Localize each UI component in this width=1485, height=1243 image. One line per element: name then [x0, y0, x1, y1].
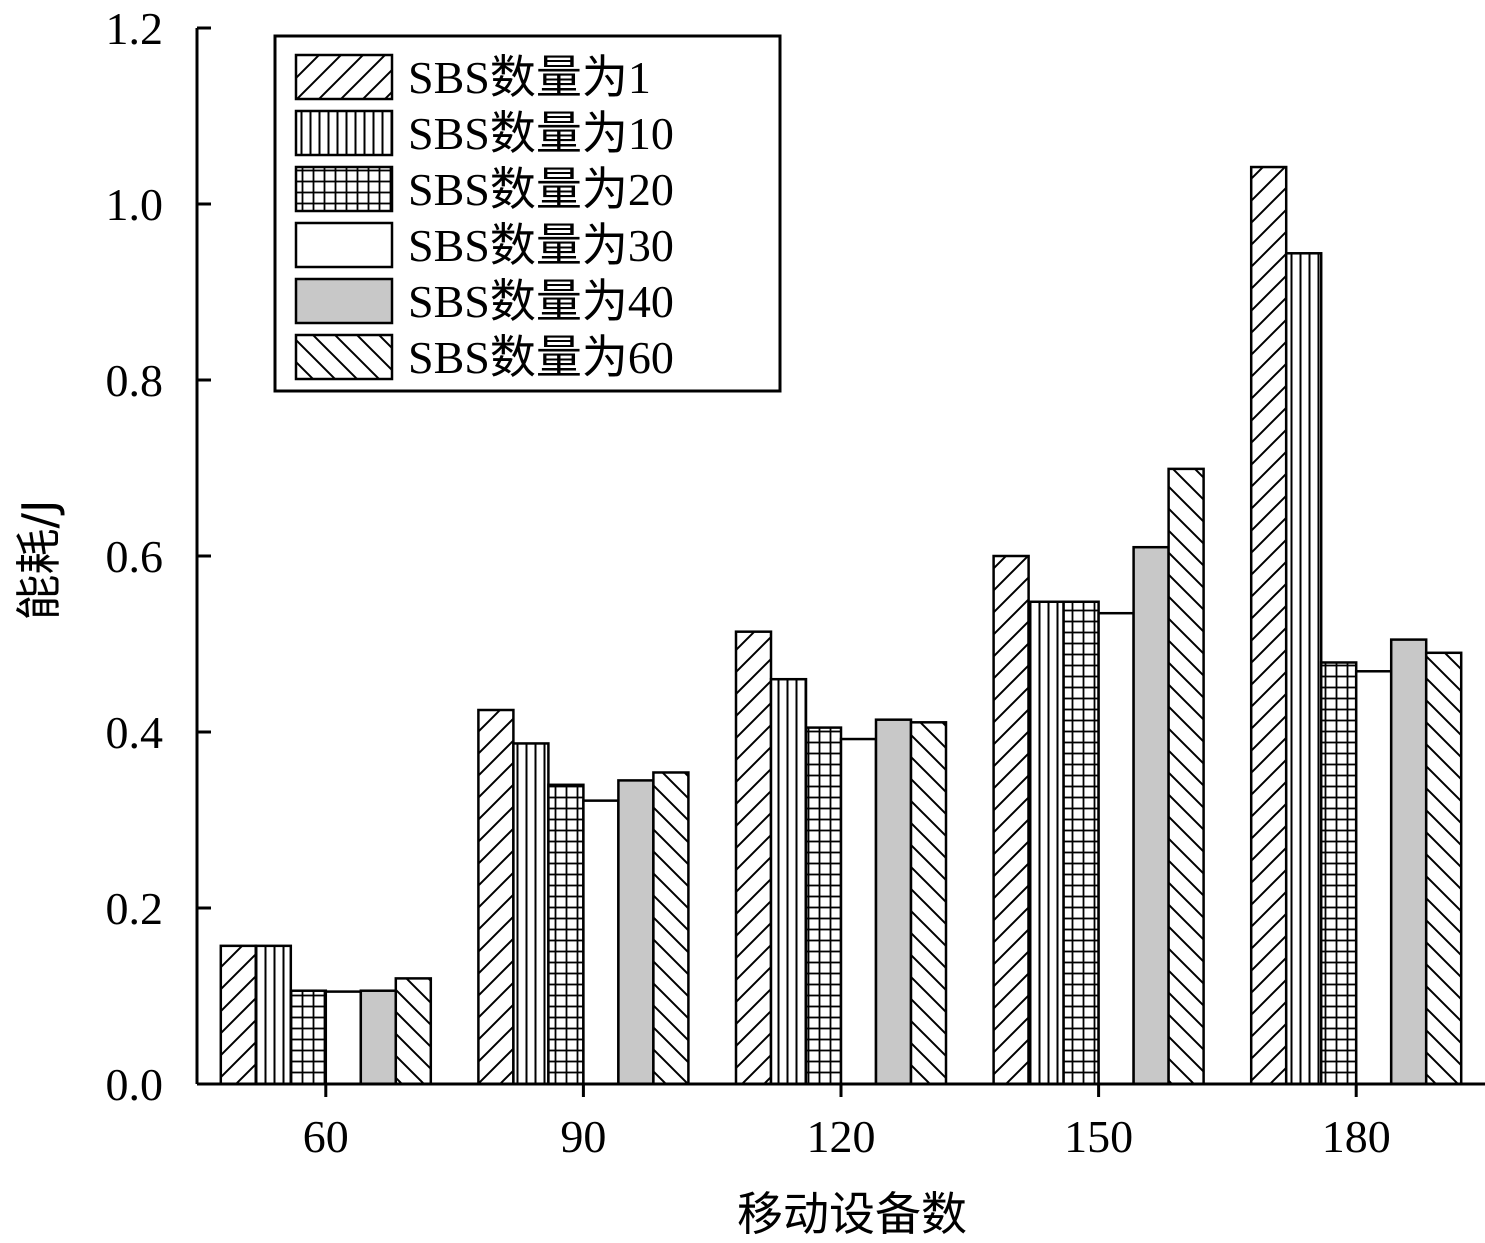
bar-120-series-1: [734, 630, 773, 1086]
legend-label-4: SBS数量为30: [408, 220, 674, 271]
bar-120-series-2: [769, 677, 808, 1086]
bar-120-series-6: [909, 721, 948, 1086]
bar-90-series-5: [617, 779, 655, 1086]
y-tick-label: 1.0: [106, 179, 164, 230]
x-tick-label: 150: [1064, 1111, 1133, 1162]
bar-150-series-2: [1027, 600, 1065, 1086]
y-tick-label: 0.8: [106, 355, 164, 406]
bar-60-series-4: [324, 990, 363, 1086]
legend-swatch-3: [294, 165, 394, 213]
bar-60-series-3: [289, 989, 328, 1086]
legend-label-5: SBS数量为40: [408, 276, 674, 327]
legend-swatch-5: [294, 277, 394, 325]
bars-layer: [219, 165, 1463, 1086]
x-tick-label: 180: [1322, 1111, 1391, 1162]
bar-90-series-2: [512, 742, 550, 1086]
bar-90-series-6: [652, 771, 690, 1086]
bar-60-series-6: [394, 977, 433, 1086]
y-tick-label: 0.0: [106, 1059, 164, 1110]
bar-150-series-4: [1097, 611, 1135, 1086]
bar-180-series-1: [1249, 165, 1288, 1086]
legend: SBS数量为1SBS数量为10SBS数量为20SBS数量为30SBS数量为40S…: [273, 34, 782, 393]
bar-180-series-4: [1354, 670, 1393, 1086]
legend-label-1: SBS数量为1: [408, 52, 651, 103]
bar-150-series-3: [1062, 600, 1100, 1086]
bar-150-series-5: [1132, 545, 1170, 1086]
bar-120-series-3: [804, 726, 843, 1086]
bar-180-series-2: [1284, 252, 1323, 1086]
legend-label-3: SBS数量为20: [408, 164, 674, 215]
bar-150-series-1: [992, 554, 1030, 1086]
bar-120-series-5: [874, 718, 913, 1086]
y-tick-label: 0.2: [106, 883, 164, 934]
legend-label-2: SBS数量为10: [408, 108, 674, 159]
bar-180-series-6: [1424, 651, 1463, 1086]
legend-swatch-6: [294, 333, 394, 381]
bar-90-series-3: [547, 783, 585, 1086]
legend-label-6: SBS数量为60: [408, 332, 674, 383]
y-tick-label: 0.6: [106, 531, 164, 582]
bar-90-series-4: [582, 799, 620, 1086]
bar-120-series-4: [839, 737, 878, 1086]
x-ticks: 60 90 120 150 180: [303, 1084, 1391, 1162]
legend-swatch-2: [294, 109, 394, 157]
bar-150-series-6: [1167, 467, 1205, 1086]
bar-60-series-5: [359, 989, 398, 1086]
x-tick-label: 120: [807, 1111, 876, 1162]
legend-swatch-4: [294, 221, 394, 269]
x-axis-title: 移动设备数: [737, 1187, 967, 1241]
bar-180-series-3: [1319, 661, 1358, 1086]
x-tick-label: 60: [303, 1111, 349, 1162]
y-tick-label: 0.4: [106, 707, 164, 758]
bar-60-series-1: [219, 944, 258, 1086]
y-ticks: 0.0 0.2 0.4 0.6 0.8 1.0 1.2: [106, 3, 211, 1110]
bar-90-series-1: [477, 708, 515, 1086]
bar-60-series-2: [254, 944, 293, 1086]
x-tick-label: 90: [560, 1111, 606, 1162]
bar-180-series-5: [1389, 638, 1428, 1086]
y-axis-title: 能耗/J: [12, 499, 66, 620]
y-tick-label: 1.2: [106, 3, 164, 54]
legend-swatch-1: [294, 53, 394, 101]
